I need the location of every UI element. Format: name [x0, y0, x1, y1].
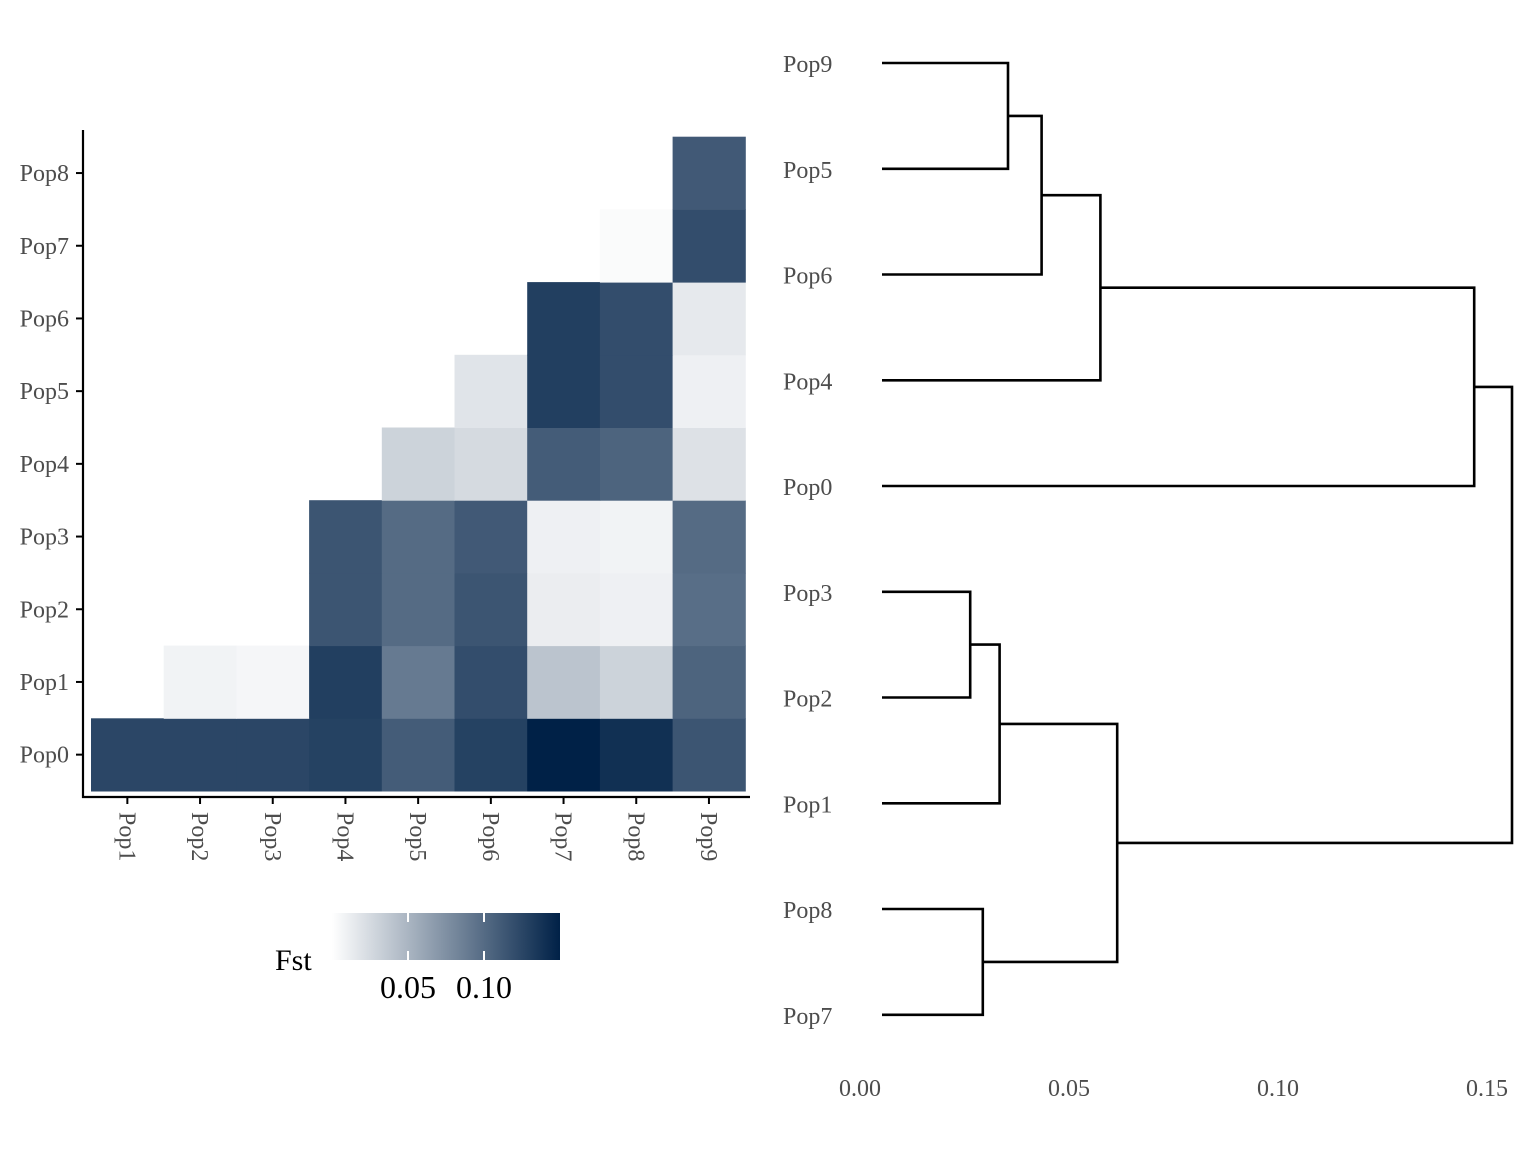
- heatmap-cell: [672, 572, 746, 647]
- heatmap-cell: [599, 209, 674, 283]
- heatmap-y-tick-label: Pop5: [20, 379, 69, 405]
- dendrogram-leaf-label: Pop1: [783, 792, 832, 818]
- heatmap-y-tick-label: Pop0: [20, 743, 69, 769]
- heatmap-x-tick-label: Pop2: [186, 812, 212, 861]
- heatmap-x-tick-label: Pop1: [113, 812, 139, 861]
- heatmap-cell: [672, 645, 746, 719]
- heatmap-y-tick-label: Pop1: [20, 670, 69, 696]
- heatmap-cell: [527, 645, 601, 719]
- dendrogram-branch: [1117, 385, 1514, 845]
- heatmap-cell: [672, 427, 746, 501]
- heatmap-cells: [91, 136, 746, 792]
- heatmap-cell: [599, 500, 674, 574]
- dendrogram-branch: [982, 722, 1119, 964]
- heatmap-cell: [672, 282, 746, 356]
- heatmap-cell: [381, 427, 455, 501]
- heatmap-cell: [309, 500, 383, 574]
- heatmap-cell: [527, 354, 601, 428]
- heatmap-cell: [236, 645, 310, 719]
- legend-tick-label: 0.10: [456, 969, 512, 1005]
- legend-tick-label: 0.05: [380, 969, 436, 1005]
- heatmap-y-tick-label: Pop3: [20, 525, 69, 551]
- dendrogram-branch: [882, 61, 1010, 171]
- dendrogram-branch: [882, 590, 972, 699]
- heatmap-cell: [454, 354, 528, 428]
- heatmap-y-tick-label: Pop2: [20, 597, 69, 623]
- heatmap-cell: [381, 500, 455, 574]
- heatmap-cell: [454, 572, 528, 647]
- heatmap-cell: [672, 500, 746, 574]
- heatmap-cell: [599, 282, 674, 356]
- dendrogram-leaf-labels: Pop9 Pop5 Pop6 Pop4 Pop0 Pop3 Pop2 Pop1 Pop8 Pop7: [783, 52, 832, 1030]
- heatmap-x-tick-label: Pop5: [404, 812, 430, 861]
- heatmap-y-tick-label: Pop8: [20, 161, 69, 187]
- heatmap-cell: [163, 645, 237, 719]
- heatmap-cell: [163, 718, 237, 792]
- dendrogram-branch: [882, 643, 1001, 805]
- heatmap-cell: [454, 500, 528, 574]
- heatmap-cell: [236, 718, 310, 792]
- dendrogram-leaf-label: Pop0: [783, 475, 832, 501]
- dendrogram-x-tick-label: 0.05: [1048, 1076, 1090, 1102]
- heatmap-cell: [599, 572, 674, 647]
- legend-colorbar: [332, 913, 560, 960]
- heatmap-cell: [454, 427, 528, 501]
- heatmap-x-tick-label: Pop6: [477, 812, 503, 861]
- heatmap-cell: [599, 718, 674, 792]
- heatmap-cell: [672, 136, 746, 210]
- heatmap-y-tick-label: Pop7: [20, 234, 69, 260]
- heatmap-cell: [309, 572, 383, 647]
- dendrogram-leaf-label: Pop5: [783, 158, 832, 184]
- heatmap-cell: [91, 718, 165, 792]
- dendrogram-leaf-label: Pop4: [783, 369, 832, 395]
- heatmap-x-tick-label: Pop4: [331, 812, 357, 861]
- heatmap-cell: [599, 427, 674, 501]
- dendrogram-x-tick-label: 0.00: [839, 1076, 881, 1102]
- dendrogram-branch: [882, 286, 1476, 488]
- dendrogram-leaf-label: Pop6: [783, 264, 832, 290]
- heatmap-cell: [527, 282, 601, 356]
- dendrogram: [882, 61, 1514, 1017]
- heatmap-y-tick-labels: Pop0 Pop1 Pop2 Pop3 Pop4 Pop5 Pop6 Pop7 Pop8: [20, 161, 83, 769]
- heatmap-cell: [454, 645, 528, 719]
- dendrogram-leaf-label: Pop9: [783, 52, 832, 78]
- heatmap-cell: [454, 718, 528, 792]
- heatmap-cell: [527, 718, 601, 792]
- heatmap-x-tick-label: Pop9: [695, 812, 721, 861]
- heatmap-x-tick-labels: Pop1 Pop2 Pop3 Pop4 Pop5 Pop6 Pop7 Pop8 Pop9: [113, 797, 721, 861]
- dendrogram-leaf-label: Pop7: [783, 1004, 832, 1030]
- heatmap-cell: [599, 645, 674, 719]
- heatmap-cell: [672, 718, 746, 792]
- heatmap-x-tick-label: Pop8: [622, 812, 648, 861]
- fst-legend: Fst 0.05 0.10: [275, 913, 560, 1005]
- heatmap-y-tick-label: Pop4: [20, 452, 69, 478]
- dendrogram-x-tick-label: 0.15: [1466, 1076, 1508, 1102]
- heatmap-cell: [672, 354, 746, 428]
- dendrogram-leaf-label: Pop3: [783, 581, 832, 607]
- heatmap-cell: [381, 718, 455, 792]
- heatmap-cell: [672, 209, 746, 283]
- heatmap-cell: [381, 645, 455, 719]
- legend-title: Fst: [275, 944, 312, 977]
- dendrogram-leaf-label: Pop8: [783, 898, 832, 924]
- heatmap-cell: [527, 572, 601, 647]
- dendrogram-x-tick-labels: 0.00 0.05 0.10 0.15: [839, 1076, 1508, 1102]
- dendrogram-branch: [882, 114, 1043, 276]
- heatmap-cell: [527, 427, 601, 501]
- dendrogram-branch: [882, 193, 1102, 382]
- heatmap-x-tick-label: Pop7: [550, 812, 576, 861]
- heatmap-y-tick-label: Pop6: [20, 306, 69, 332]
- heatmap-cell: [309, 718, 383, 792]
- dendrogram-x-tick-label: 0.10: [1257, 1076, 1299, 1102]
- heatmap-cell: [599, 354, 674, 428]
- heatmap-cell: [527, 500, 601, 574]
- heatmap-x-tick-label: Pop3: [259, 812, 285, 861]
- heatmap-cell: [381, 572, 455, 647]
- dendrogram-branch: [882, 907, 985, 1017]
- legend-ticks: 0.05 0.10: [380, 913, 512, 1005]
- heatmap-cell: [309, 645, 383, 719]
- dendrogram-leaf-label: Pop2: [783, 687, 832, 713]
